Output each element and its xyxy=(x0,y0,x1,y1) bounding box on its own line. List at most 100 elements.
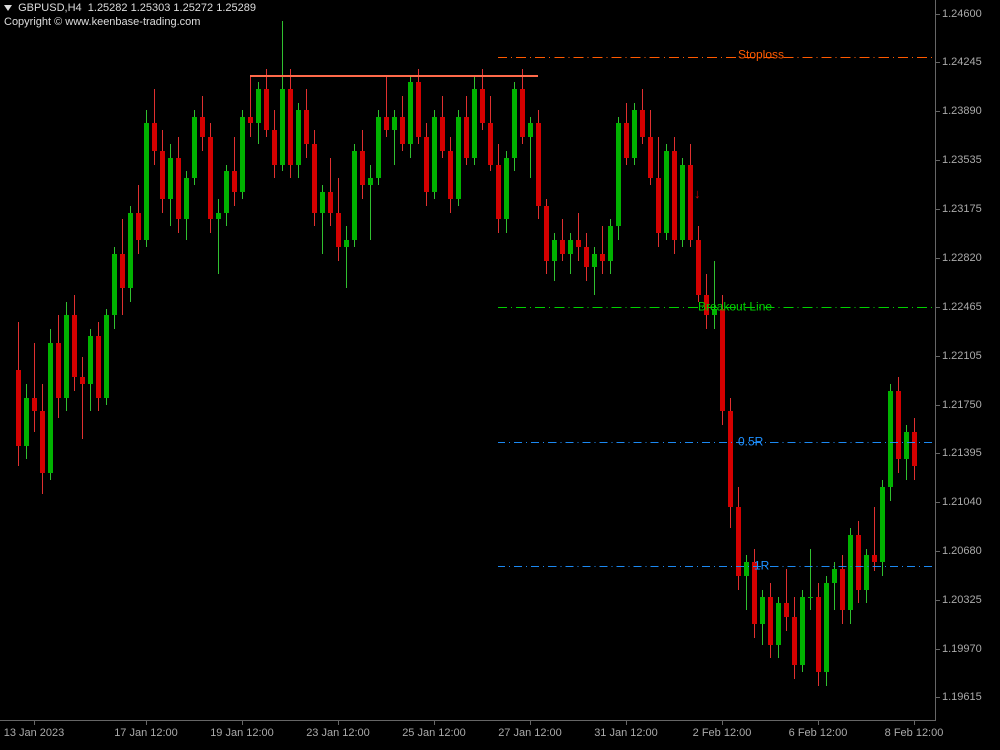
candle xyxy=(480,89,485,123)
candle xyxy=(264,89,269,130)
candle xyxy=(120,254,125,288)
candle xyxy=(216,213,221,220)
candle xyxy=(376,117,381,179)
candle xyxy=(456,117,461,199)
level-label: Stoploss xyxy=(738,47,784,61)
candle xyxy=(520,89,525,137)
copyright-label: Copyright © www.keenbase-trading.com xyxy=(4,16,200,28)
candle xyxy=(656,178,661,233)
level-line xyxy=(498,57,935,58)
candle xyxy=(680,165,685,240)
candle xyxy=(416,82,421,137)
y-tick-label: 1.23890 xyxy=(942,105,982,117)
dropdown-icon[interactable] xyxy=(4,5,12,11)
x-tick-label: 27 Jan 12:00 xyxy=(498,727,562,739)
candle xyxy=(664,151,669,233)
candle xyxy=(840,569,845,610)
candle xyxy=(792,617,797,665)
candle xyxy=(424,137,429,192)
candle xyxy=(848,535,853,610)
y-tick-label: 1.24245 xyxy=(942,56,982,68)
candle xyxy=(272,130,277,164)
candle xyxy=(280,89,285,164)
y-tick-label: 1.19615 xyxy=(942,691,982,703)
candle xyxy=(112,254,117,316)
candle xyxy=(48,343,53,473)
candle xyxy=(72,315,77,377)
candle xyxy=(152,123,157,150)
y-tick-label: 1.22105 xyxy=(942,350,982,362)
candle xyxy=(288,89,293,164)
candle xyxy=(224,171,229,212)
candle xyxy=(608,226,613,260)
candle xyxy=(392,117,397,131)
candle xyxy=(64,315,69,397)
level-label: Breakout Line xyxy=(698,299,772,313)
candle xyxy=(96,336,101,398)
y-tick-label: 1.21040 xyxy=(942,496,982,508)
candle xyxy=(744,562,749,576)
time-axis: 13 Jan 202317 Jan 12:0019 Jan 12:0023 Ja… xyxy=(0,721,935,750)
candle xyxy=(208,137,213,219)
chart-header: GBPUSD,H4 1.25282 1.25303 1.25272 1.2528… xyxy=(4,2,256,14)
y-tick-label: 1.23175 xyxy=(942,203,982,215)
candle xyxy=(496,165,501,220)
candle xyxy=(304,110,309,144)
candle xyxy=(352,151,357,240)
candle xyxy=(80,377,85,384)
candle xyxy=(592,254,597,268)
candle xyxy=(568,240,573,254)
candle xyxy=(104,315,109,397)
candle xyxy=(616,123,621,226)
candle xyxy=(312,144,317,213)
candle xyxy=(400,117,405,144)
candle xyxy=(432,117,437,192)
x-tick-label: 13 Jan 2023 xyxy=(4,727,65,739)
candle xyxy=(624,123,629,157)
candle xyxy=(648,137,653,178)
candle xyxy=(256,89,261,123)
level-line xyxy=(498,442,935,443)
y-tick-label: 1.22465 xyxy=(942,301,982,313)
candle xyxy=(760,597,765,624)
candle xyxy=(512,89,517,158)
candle xyxy=(832,569,837,583)
candle xyxy=(720,309,725,412)
y-tick-label: 1.20325 xyxy=(942,594,982,606)
y-tick-label: 1.24600 xyxy=(942,8,982,20)
candle xyxy=(440,117,445,151)
candle xyxy=(600,254,605,261)
candle xyxy=(360,151,365,185)
candle xyxy=(824,583,829,672)
candle xyxy=(552,240,557,261)
candle xyxy=(344,240,349,247)
x-tick-label: 2 Feb 12:00 xyxy=(693,727,752,739)
candle xyxy=(176,158,181,220)
candle xyxy=(560,240,565,254)
candle xyxy=(136,213,141,240)
candle xyxy=(160,151,165,199)
candle xyxy=(472,89,477,158)
candle xyxy=(320,192,325,213)
candle xyxy=(856,535,861,590)
x-tick-label: 19 Jan 12:00 xyxy=(210,727,274,739)
chart-area[interactable]: StoplossBreakout Line0.5R1R↓ xyxy=(0,0,936,721)
candle xyxy=(888,391,893,487)
candle xyxy=(328,192,333,213)
candle xyxy=(296,110,301,165)
level-label: 0.5R xyxy=(738,434,763,448)
level-line xyxy=(498,566,935,567)
candle xyxy=(32,398,37,412)
candle xyxy=(448,151,453,199)
y-tick-label: 1.23535 xyxy=(942,154,982,166)
candle xyxy=(384,117,389,131)
y-tick-label: 1.20680 xyxy=(942,545,982,557)
level-label: 1R xyxy=(754,559,769,573)
trend-line xyxy=(250,75,538,77)
x-tick-label: 8 Feb 12:00 xyxy=(885,727,944,739)
y-tick-label: 1.22820 xyxy=(942,252,982,264)
candle xyxy=(880,487,885,562)
candle xyxy=(640,110,645,137)
candle xyxy=(24,398,29,446)
candle xyxy=(808,597,813,598)
